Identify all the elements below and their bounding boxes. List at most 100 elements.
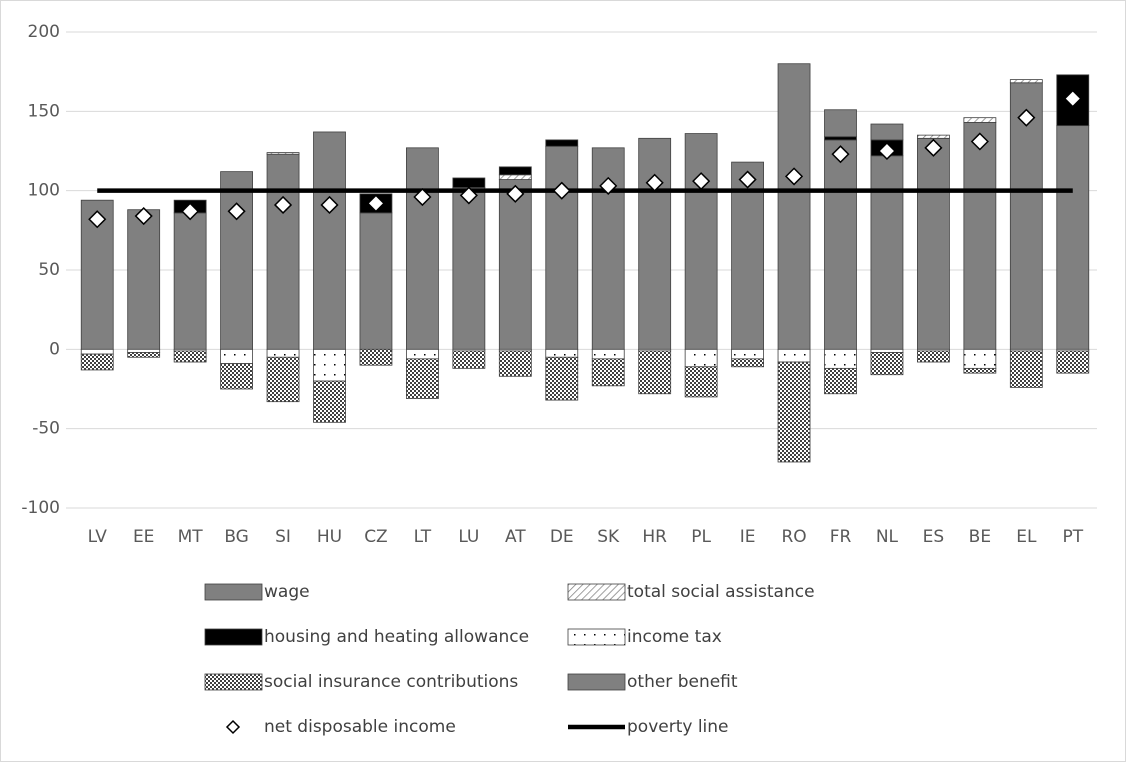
bar-segment xyxy=(731,358,764,368)
x-tick-label: MT xyxy=(178,527,204,547)
point xyxy=(692,172,711,191)
point xyxy=(645,173,664,192)
bar-segment xyxy=(220,363,253,390)
x-tick-label: ES xyxy=(923,527,945,547)
bar-segment xyxy=(1009,350,1043,388)
bar-segment xyxy=(266,152,300,155)
bar-segment xyxy=(545,139,579,147)
bar-segment xyxy=(406,358,439,399)
bar-segment xyxy=(777,348,811,363)
x-tick-label: DE xyxy=(550,527,574,547)
legend-label: net disposable income xyxy=(264,717,456,737)
bar-segment xyxy=(684,348,718,368)
legend-swatch xyxy=(567,583,626,601)
legend-label: other benefit xyxy=(627,672,738,692)
bar-segment xyxy=(80,353,114,371)
bar-segment xyxy=(963,348,997,369)
y-tick-label: -100 xyxy=(21,498,60,518)
x-tick-label: LV xyxy=(88,527,108,547)
x-tick-label: PL xyxy=(691,527,711,547)
y-tick-label: 200 xyxy=(28,22,60,42)
x-tick-label: LT xyxy=(414,527,432,547)
point xyxy=(1017,108,1036,127)
bar-segment xyxy=(638,350,672,395)
x-tick-label: HR xyxy=(642,527,667,547)
legend-swatch xyxy=(204,583,263,601)
bar-segment xyxy=(545,348,579,358)
bar-segment xyxy=(127,209,161,350)
point xyxy=(227,202,246,221)
bar-segment xyxy=(591,358,625,387)
x-tick-label: LU xyxy=(458,527,479,547)
bar-segment xyxy=(684,366,718,398)
x-tick-label: BE xyxy=(969,527,991,547)
bar-segment xyxy=(220,348,253,365)
legend-label: income tax xyxy=(627,627,722,647)
x-tick-label: BG xyxy=(224,527,249,547)
bar-segment xyxy=(452,177,486,188)
x-tick-label: EE xyxy=(133,527,154,547)
bar-segment xyxy=(452,187,486,350)
bar-segment xyxy=(917,350,950,363)
y-tick-label: -50 xyxy=(32,419,60,439)
bar-segment xyxy=(498,166,532,176)
bar-segment xyxy=(1009,79,1043,84)
bar-segment xyxy=(1056,350,1090,374)
bar-segment xyxy=(824,348,857,369)
x-tick-label: AT xyxy=(505,527,526,547)
point xyxy=(784,167,804,186)
legend-swatch xyxy=(567,628,626,646)
bar-segment xyxy=(452,350,486,369)
x-tick-label: EL xyxy=(1016,527,1037,547)
bar-segment xyxy=(684,133,718,350)
bar-segment xyxy=(870,348,904,353)
x-tick-label: CZ xyxy=(364,527,388,547)
bar-segment xyxy=(917,134,950,139)
point xyxy=(366,194,386,213)
bar-segment xyxy=(359,348,393,366)
bar-segment xyxy=(498,179,532,350)
y-tick-label: 50 xyxy=(38,260,60,280)
x-tick-label: FR xyxy=(830,527,852,547)
bar-segment xyxy=(313,131,346,350)
point xyxy=(181,202,200,221)
x-tick-label: SK xyxy=(597,527,620,547)
bar-segment xyxy=(870,155,904,350)
legend-swatch xyxy=(204,673,263,691)
bar-segment xyxy=(545,145,579,350)
bar-segment xyxy=(545,356,579,401)
bar-segment xyxy=(731,161,764,350)
point xyxy=(459,186,478,205)
point xyxy=(1063,89,1082,108)
bar-segment xyxy=(777,361,811,463)
bar-segment xyxy=(824,109,857,138)
bar-segment xyxy=(1009,82,1043,350)
bar-segment xyxy=(870,123,904,141)
legend-label: poverty line xyxy=(627,717,729,737)
x-tick-label: NL xyxy=(876,527,899,547)
bar-segment xyxy=(824,367,857,395)
bar-segment xyxy=(313,348,346,382)
point xyxy=(88,210,107,229)
bar-segment xyxy=(638,137,672,350)
point xyxy=(320,195,339,215)
point xyxy=(506,184,525,203)
point xyxy=(273,195,293,215)
point xyxy=(924,138,943,157)
y-tick-label: 100 xyxy=(28,181,60,201)
bar-segment xyxy=(917,137,950,350)
point xyxy=(877,141,897,161)
x-tick-label: RO xyxy=(781,527,806,547)
point xyxy=(738,170,757,189)
legend-label: social insurance contributions xyxy=(264,672,518,692)
x-tick-label: HU xyxy=(317,527,342,547)
bar-segment xyxy=(127,348,161,353)
bar-segment xyxy=(870,352,904,376)
bar-segment xyxy=(963,122,997,350)
bar-segment xyxy=(359,212,393,350)
x-tick-label: IE xyxy=(740,527,756,547)
bar-segment xyxy=(777,63,811,350)
bar-segment xyxy=(313,380,346,423)
y-tick-label: 150 xyxy=(28,101,60,121)
